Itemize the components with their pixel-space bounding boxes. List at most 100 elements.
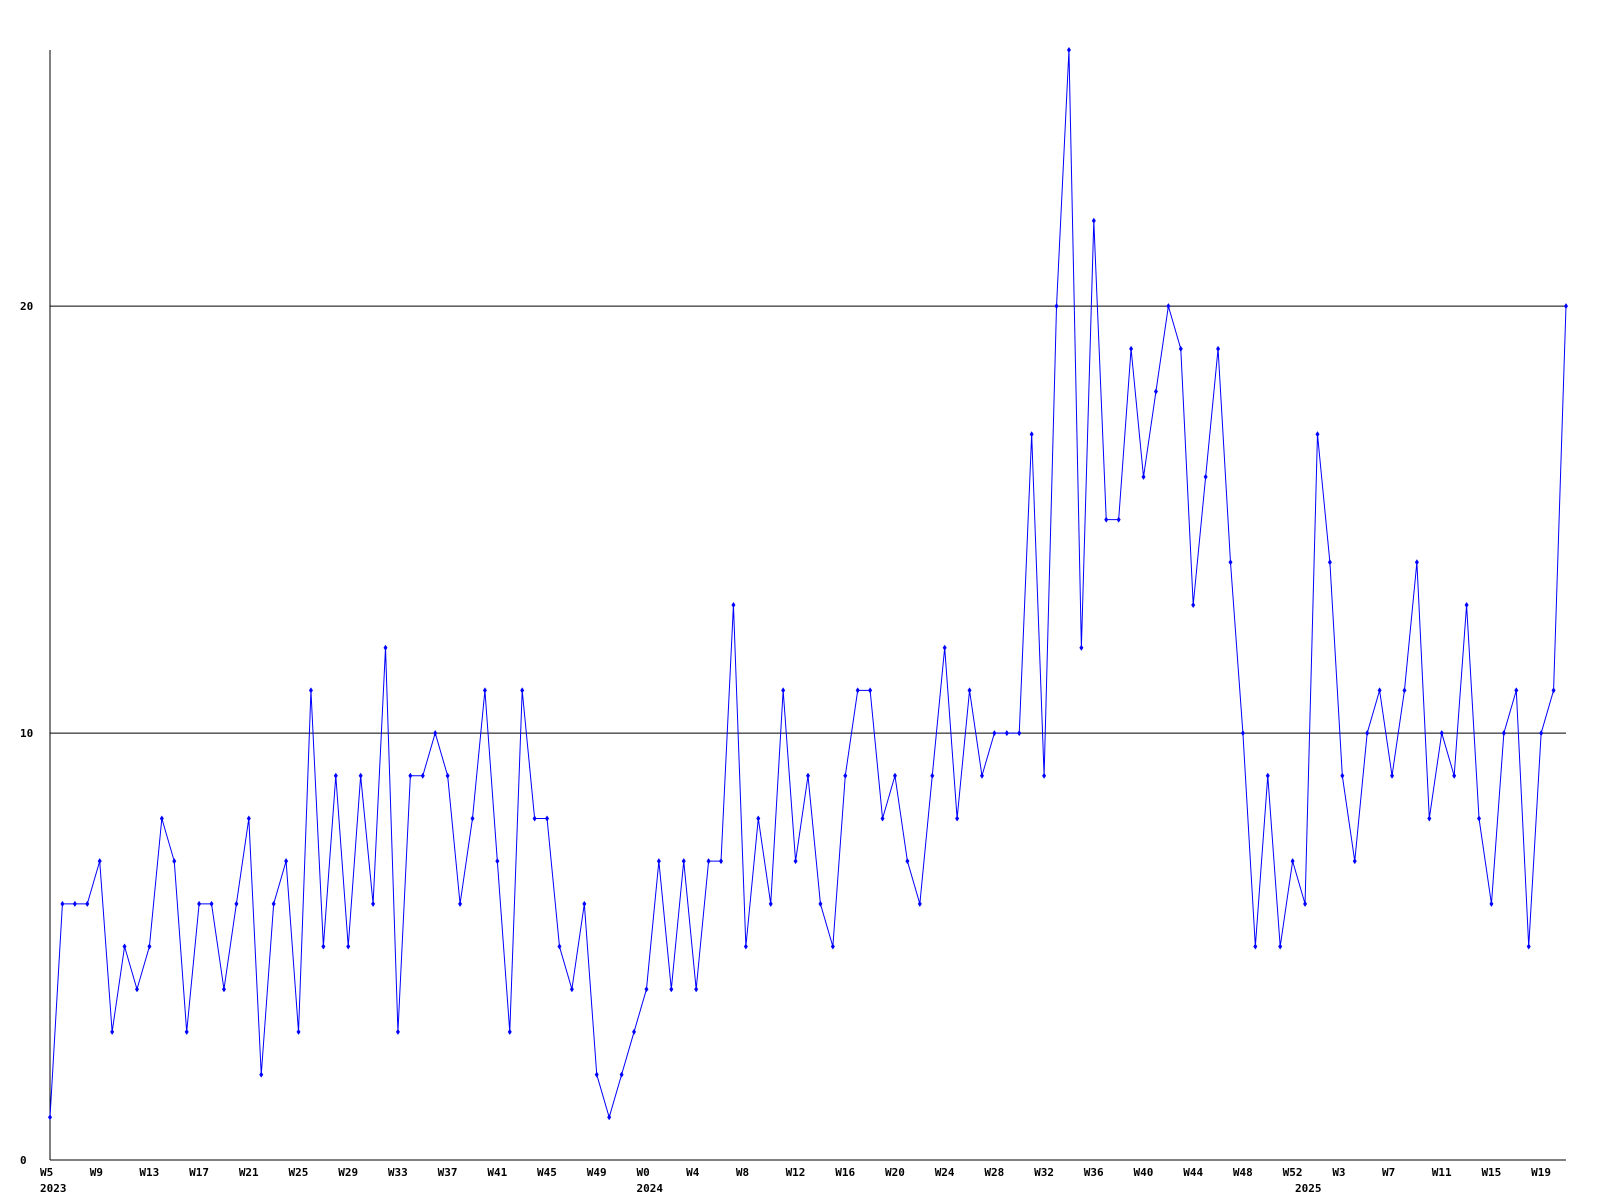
data-point: [681, 858, 686, 865]
data-point: [843, 772, 848, 779]
data-line: [49, 49, 1567, 1120]
data-point: [1178, 345, 1183, 352]
data-point: [48, 1114, 52, 1121]
x-tick-label: W44: [1183, 1166, 1203, 1179]
x-tick-label: W29: [338, 1166, 358, 1179]
year-label: 2024: [636, 1182, 663, 1195]
x-tick-label: W28: [984, 1166, 1004, 1179]
data-point: [420, 772, 425, 779]
y-tick-label: 20: [20, 300, 33, 313]
data-point: [284, 858, 289, 865]
x-tick-label: W48: [1233, 1166, 1253, 1179]
data-point: [1315, 431, 1320, 438]
data-point: [868, 687, 873, 694]
data-point: [1551, 687, 1556, 694]
data-point: [1129, 345, 1134, 352]
data-point: [209, 900, 214, 907]
data-point: [644, 986, 649, 993]
data-point: [880, 815, 885, 822]
data-point: [1116, 516, 1121, 523]
data-point: [731, 602, 736, 608]
data-point: [221, 986, 226, 993]
data-point: [942, 644, 947, 651]
data-point: [408, 772, 413, 779]
data-point: [917, 900, 922, 907]
x-tick-label: W7: [1382, 1166, 1395, 1179]
data-point: [110, 1028, 115, 1035]
data-point: [892, 772, 897, 779]
data-point: [482, 687, 487, 694]
data-point: [122, 943, 127, 950]
data-point: [569, 986, 574, 993]
data-point: [955, 815, 960, 822]
x-tick-label: W24: [935, 1166, 955, 1179]
data-point: [1514, 687, 1519, 694]
data-point: [1290, 858, 1295, 865]
data-point: [818, 900, 823, 907]
data-point: [1340, 772, 1345, 779]
data-point: [259, 1071, 264, 1078]
data-point: [1427, 815, 1432, 822]
data-point: [694, 986, 699, 993]
data-point: [1414, 559, 1419, 566]
x-tick-label: W19: [1531, 1166, 1551, 1179]
data-point: [781, 687, 786, 694]
data-point: [321, 943, 326, 950]
x-tick-label: W20: [885, 1166, 905, 1179]
x-tick-label: W32: [1034, 1166, 1054, 1179]
data-point: [855, 687, 860, 694]
data-point: [1377, 687, 1382, 694]
data-point: [1278, 943, 1283, 950]
x-tick-label: W9: [90, 1166, 103, 1179]
data-point: [1240, 730, 1245, 737]
data-point: [619, 1071, 624, 1078]
data-point: [1066, 47, 1071, 53]
data-point: [134, 986, 139, 993]
x-tick-label: W3: [1332, 1166, 1345, 1179]
data-point: [532, 815, 537, 822]
data-point: [1464, 602, 1469, 608]
data-point: [1526, 943, 1531, 950]
data-point: [1303, 900, 1308, 907]
data-point: [669, 986, 674, 993]
data-point: [1365, 730, 1370, 737]
data-point: [433, 730, 438, 737]
x-tick-label: W49: [587, 1166, 607, 1179]
data-point: [768, 900, 773, 907]
x-tick-label: W0: [636, 1166, 649, 1179]
data-point: [159, 815, 164, 822]
data-point: [445, 772, 450, 779]
y-tick-label: 0: [20, 1154, 27, 1167]
data-point: [60, 900, 65, 907]
data-point: [470, 815, 475, 822]
data-point: [197, 900, 202, 907]
data-point: [830, 943, 835, 950]
data-point: [1452, 772, 1457, 779]
data-point: [308, 687, 313, 694]
data-point: [72, 900, 77, 907]
data-point: [371, 900, 376, 907]
data-point: [507, 1028, 512, 1035]
data-point: [1153, 388, 1158, 395]
data-point: [806, 772, 810, 779]
y-tick-label: 10: [20, 727, 33, 740]
data-point: [184, 1028, 189, 1035]
data-point: [1029, 431, 1034, 438]
data-point: [296, 1028, 301, 1035]
data-point: [1141, 473, 1146, 480]
data-point: [1216, 345, 1221, 352]
x-tick-label: W33: [388, 1166, 408, 1179]
data-point: [1253, 943, 1258, 950]
data-point: [358, 772, 363, 779]
x-tick-label: W11: [1432, 1166, 1452, 1179]
data-point: [743, 943, 748, 950]
x-tick-label: W41: [487, 1166, 507, 1179]
data-point: [719, 858, 724, 865]
data-point: [85, 900, 90, 907]
data-point: [979, 772, 984, 779]
x-tick-label: W52: [1283, 1166, 1303, 1179]
data-point: [172, 858, 177, 865]
data-point: [656, 858, 661, 865]
data-point: [1091, 217, 1096, 224]
